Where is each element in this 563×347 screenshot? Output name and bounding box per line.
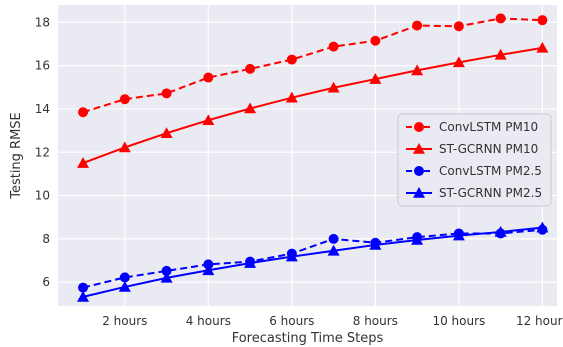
legend-label: ConvLSTM PM2.5	[439, 164, 542, 178]
data-point	[202, 264, 215, 276]
data-point	[328, 41, 339, 52]
legend-item: ST-GCRNN PM10	[406, 142, 538, 156]
legend: ConvLSTM PM10 ST-GCRNN PM10 ConvLSTM PM2.5…	[397, 113, 552, 207]
series-convlstm-pm10	[78, 13, 548, 118]
data-point	[244, 102, 257, 114]
data-point	[327, 244, 340, 256]
data-point	[285, 250, 298, 262]
x-axis-title: Forecasting Time Steps	[232, 331, 384, 346]
legend-item: ConvLSTM PM10	[406, 120, 538, 134]
data-point	[369, 238, 382, 250]
y-tick-label: 18	[35, 15, 50, 29]
data-point	[536, 41, 549, 53]
legend-marker	[413, 143, 425, 154]
x-tick-label: 2 hours	[102, 314, 147, 328]
x-tick-label: 8 hours	[353, 314, 398, 328]
y-tick-label: 16	[35, 59, 50, 73]
data-point	[118, 141, 131, 153]
data-point	[453, 21, 464, 32]
data-point	[245, 63, 256, 74]
data-point	[411, 64, 424, 76]
legend-item: ConvLSTM PM2.5	[406, 164, 542, 178]
legend-label: ConvLSTM PM10	[439, 120, 538, 134]
data-point	[119, 272, 130, 283]
data-point	[78, 107, 89, 118]
legend-label: ST-GCRNN PM2.5	[439, 186, 542, 200]
data-point	[118, 280, 131, 292]
data-point	[452, 229, 465, 241]
series-st-gcrnn-pm10	[77, 41, 549, 168]
x-axis-ticks: 2 hours 4 hours 6 hours 8 hours 10 hours 12 h…	[102, 314, 563, 328]
series-layer	[77, 13, 549, 302]
x-tick-label: 10 hours	[432, 314, 485, 328]
data-point	[77, 157, 90, 168]
data-point	[202, 114, 215, 126]
legend-marker	[414, 166, 424, 176]
y-axis-title: Testing RMSE	[9, 112, 24, 200]
data-point	[536, 221, 549, 233]
data-point	[77, 290, 90, 302]
data-point	[160, 271, 173, 283]
x-tick-label: 12 hours	[516, 314, 563, 328]
data-point	[494, 48, 507, 60]
y-tick-label: 12	[35, 145, 50, 159]
data-point	[412, 20, 423, 31]
data-point	[286, 54, 297, 65]
data-point	[327, 81, 340, 93]
y-tick-label: 10	[35, 189, 50, 203]
y-tick-label: 8	[42, 232, 50, 246]
y-tick-label: 14	[35, 102, 50, 116]
legend-marker	[413, 187, 425, 198]
series-st-gcrnn-pm2-5	[77, 221, 549, 302]
data-point	[160, 127, 173, 138]
series-line	[82, 17, 543, 114]
y-axis-ticks: 6 8 10 12 14 16 18	[35, 15, 50, 289]
data-point	[119, 94, 130, 105]
data-point	[369, 73, 382, 84]
data-point	[411, 233, 424, 245]
data-point	[203, 72, 214, 83]
series-line	[82, 226, 543, 298]
data-point	[494, 225, 507, 237]
data-point	[495, 13, 506, 24]
data-point	[285, 91, 298, 103]
data-point	[537, 15, 548, 26]
data-point	[78, 282, 89, 293]
data-point	[452, 56, 465, 68]
data-point	[244, 257, 257, 268]
legend-item: ST-GCRNN PM2.5	[406, 186, 542, 200]
y-tick-label: 6	[42, 275, 50, 289]
data-point	[161, 88, 172, 99]
data-point	[161, 265, 172, 276]
data-point	[328, 233, 339, 244]
legend-box	[397, 113, 552, 207]
x-tick-label: 6 hours	[269, 314, 314, 328]
x-tick-label: 4 hours	[186, 314, 231, 328]
legend-label: ST-GCRNN PM10	[439, 142, 538, 156]
legend-marker	[414, 122, 424, 132]
series-line	[82, 228, 543, 289]
series-line	[82, 46, 543, 165]
data-point	[370, 35, 381, 46]
